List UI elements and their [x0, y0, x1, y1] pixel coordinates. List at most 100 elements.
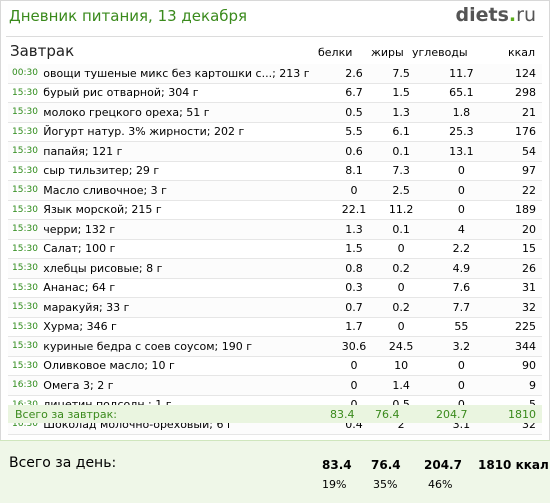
meal-total-carbs: 204.7: [436, 408, 468, 421]
food-name[interactable]: Хурма; 346 г: [43, 317, 331, 337]
table-row[interactable]: 15:30 молоко грецкого ореха; 51 г 0.5 1.3 1.…: [8, 102, 542, 123]
carbs-value: 11.7: [424, 64, 499, 84]
protein-value: 6.7: [330, 83, 378, 103]
food-name[interactable]: Салат; 100 г: [43, 239, 331, 259]
protein-value: 1.7: [330, 317, 378, 337]
fat-value: 0: [377, 239, 425, 259]
day-fat-percent: 35%: [373, 478, 398, 491]
entry-time: 15:30: [8, 356, 44, 376]
table-row[interactable]: 00:30 овощи тушеные микс без картошки с..…: [8, 64, 542, 84]
page-title: Дневник питания, 13 декабря: [9, 7, 248, 25]
food-name[interactable]: Йогурт натур. 3% жирности; 202 г: [43, 122, 331, 142]
meal-total-kcal: 1810: [508, 408, 536, 421]
table-row[interactable]: 15:30 маракуйя; 33 г 0.7 0.2 7.7 32: [8, 297, 542, 318]
carbs-value: 0: [424, 375, 499, 396]
food-name[interactable]: молоко грецкого ореха; 51 г: [43, 102, 331, 123]
entry-time: 16:30: [8, 375, 44, 396]
table-row[interactable]: 15:30 Язык морской; 215 г 22.1 11.2 0 189: [8, 200, 542, 220]
kcal-value: 90: [498, 356, 542, 376]
fat-value: 0.2: [377, 297, 425, 318]
food-name[interactable]: куриные бедра с соев соусом; 190 г: [43, 336, 331, 357]
carbs-value: 7.6: [424, 278, 499, 298]
entry-time: 15:30: [8, 83, 44, 103]
entry-time: 15:30: [8, 258, 44, 279]
day-total-label: Всего за день:: [9, 455, 117, 471]
kcal-value: 225: [498, 317, 542, 337]
header: Дневник питания, 13 декабря diets.ru: [0, 0, 550, 36]
table-row[interactable]: 15:30 Оливковое масло; 10 г 0 10 0 90: [8, 356, 542, 376]
day-total-carbs: 204.7: [424, 458, 462, 472]
protein-value: 0: [330, 375, 378, 396]
meal-total-label: Всего за завтрак:: [15, 408, 118, 421]
carbs-value: 4.9: [424, 258, 499, 279]
table-row[interactable]: 15:30 сыр тильзитер; 29 г 8.1 7.3 0 97: [8, 161, 542, 181]
carbs-value: 65.1: [424, 83, 499, 103]
food-name[interactable]: Масло сливочное; 3 г: [43, 180, 331, 201]
food-name[interactable]: хлебцы рисовые; 8 г: [43, 258, 331, 279]
carbs-value: 1.8: [424, 102, 499, 123]
entry-time: 15:30: [8, 219, 44, 240]
carbs-value: 55: [424, 317, 499, 337]
table-row[interactable]: 15:30 черри; 132 г 1.3 0.1 4 20: [8, 219, 542, 240]
food-table: 00:30 овощи тушеные микс без картошки с..…: [8, 64, 542, 435]
header-divider: [6, 36, 543, 37]
food-name[interactable]: овощи тушеные микс без картошки с...; 21…: [43, 64, 331, 84]
carbs-value: 3.2: [424, 336, 499, 357]
food-name[interactable]: папайя; 121 г: [43, 141, 331, 162]
food-name[interactable]: Язык морской; 215 г: [43, 200, 331, 220]
carbs-value: 0: [424, 161, 499, 181]
food-name[interactable]: черри; 132 г: [43, 219, 331, 240]
table-row[interactable]: 16:30 Омега 3; 2 г 0 1.4 0 9: [8, 375, 542, 396]
food-name[interactable]: Ананас; 64 г: [43, 278, 331, 298]
site-logo[interactable]: diets.ru: [456, 4, 536, 26]
food-name[interactable]: бурый рис отварной; 304 г: [43, 83, 331, 103]
fat-value: 2.5: [377, 180, 425, 201]
entry-time: 15:30: [8, 200, 44, 220]
table-row[interactable]: 15:30 Ананас; 64 г 0.3 0 7.6 31: [8, 278, 542, 298]
entry-time: 15:30: [8, 297, 44, 318]
entry-time: 15:30: [8, 122, 44, 142]
day-total-fat: 76.4: [371, 458, 401, 472]
kcal-value: 22: [498, 180, 542, 201]
food-name[interactable]: Омега 3; 2 г: [43, 375, 331, 396]
table-row[interactable]: 15:30 бурый рис отварной; 304 г 6.7 1.5 65.1…: [8, 83, 542, 103]
table-row[interactable]: 15:30 Салат; 100 г 1.5 0 2.2 15: [8, 239, 542, 259]
day-total-kcal: 1810 ккал: [478, 458, 549, 472]
column-header-fat: жиры: [371, 46, 404, 59]
carbs-value: 7.7: [424, 297, 499, 318]
food-name[interactable]: Оливковое масло; 10 г: [43, 356, 331, 376]
table-row[interactable]: 15:30 Масло сливочное; 3 г 0 2.5 0 22: [8, 180, 542, 201]
table-row[interactable]: 15:30 хлебцы рисовые; 8 г 0.8 0.2 4.9 26: [8, 258, 542, 279]
day-carbs-percent: 46%: [428, 478, 453, 491]
kcal-value: 344: [498, 336, 542, 357]
kcal-value: 97: [498, 161, 542, 181]
table-row[interactable]: 15:30 Йогурт натур. 3% жирности; 202 г 5.5…: [8, 122, 542, 142]
entry-time: 15:30: [8, 239, 44, 259]
table-row[interactable]: 15:30 Хурма; 346 г 1.7 0 55 225: [8, 317, 542, 337]
protein-value: 0.5: [330, 102, 378, 123]
protein-value: 0.3: [330, 278, 378, 298]
kcal-value: 298: [498, 83, 542, 103]
table-row[interactable]: 15:30 папайя; 121 г 0.6 0.1 13.1 54: [8, 141, 542, 162]
protein-value: 2.6: [330, 64, 378, 84]
fat-value: 6.1: [377, 122, 425, 142]
kcal-value: 20: [498, 219, 542, 240]
food-name[interactable]: маракуйя; 33 г: [43, 297, 331, 318]
protein-value: 1.5: [330, 239, 378, 259]
meal-title: Завтрак: [10, 42, 75, 60]
protein-value: 1.3: [330, 219, 378, 240]
fat-value: 7.5: [377, 64, 425, 84]
carbs-value: 25.3: [424, 122, 499, 142]
logo-dot: .: [508, 4, 517, 26]
entry-time: 15:30: [8, 161, 44, 181]
entry-time: 15:30: [8, 141, 44, 162]
entry-time: 15:30: [8, 317, 44, 337]
day-protein-percent: 19%: [322, 478, 347, 491]
protein-value: 5.5: [330, 122, 378, 142]
kcal-value: 189: [498, 200, 542, 220]
food-name[interactable]: сыр тильзитер; 29 г: [43, 161, 331, 181]
entry-time: 00:30: [8, 64, 44, 84]
fat-value: 7.3: [377, 161, 425, 181]
carbs-value: 0: [424, 180, 499, 201]
